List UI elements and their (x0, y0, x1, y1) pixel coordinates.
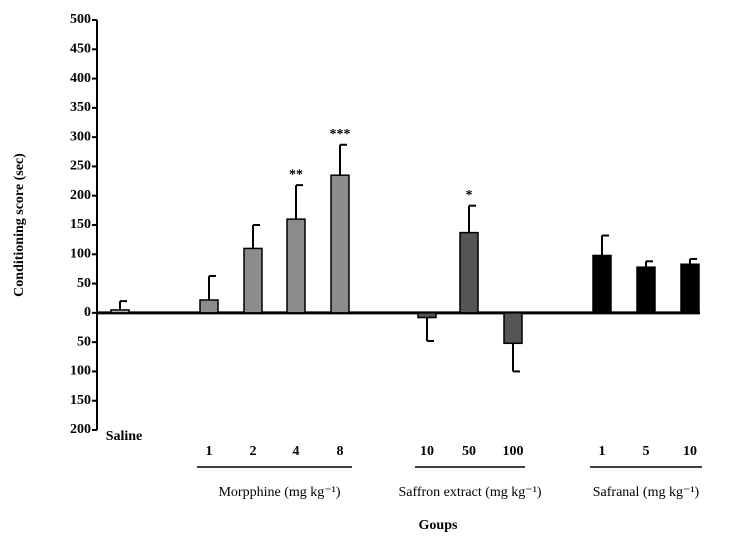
y-tick-label: 100 (70, 247, 91, 262)
y-tick-label: 250 (70, 159, 91, 174)
x-tick-label: 100 (503, 444, 524, 459)
x-tick-label: 5 (643, 444, 650, 459)
y-tick-label: 200 (70, 422, 91, 437)
x-tick-label: Saline (106, 429, 143, 444)
bar (243, 247, 263, 314)
significance-label: *** (330, 127, 351, 142)
x-tick-label: 50 (462, 444, 476, 459)
bar (592, 254, 612, 314)
x-tick-label: 10 (683, 444, 697, 459)
x-tick-label: 8 (337, 444, 344, 459)
y-tick-label: 300 (70, 129, 91, 144)
bar (503, 312, 523, 345)
y-axis-label: Conditioning score (sec) (12, 153, 27, 297)
x-tick-label: 1 (599, 444, 606, 459)
x-tick-label: 2 (250, 444, 257, 459)
bar (110, 309, 130, 314)
y-tick-label: 50 (77, 276, 91, 291)
bar (417, 312, 437, 319)
significance-label: * (466, 188, 473, 203)
x-tick-label: 1 (206, 444, 213, 459)
y-tick-label: 400 (70, 71, 91, 86)
group-label: Morpphine (mg kg⁻¹) (218, 485, 340, 500)
bar (459, 231, 479, 314)
y-tick-label: 500 (70, 12, 91, 27)
y-tick-label: 0 (84, 305, 91, 320)
x-tick-label: 10 (420, 444, 434, 459)
bar (286, 218, 306, 314)
x-tick-label: 4 (293, 444, 300, 459)
bar (199, 299, 219, 314)
y-tick-label: 150 (70, 393, 91, 408)
bar (330, 174, 350, 314)
y-tick-label: 200 (70, 188, 91, 203)
group-label: Saffron extract (mg kg⁻¹) (398, 485, 541, 500)
y-tick-label: 450 (70, 42, 91, 57)
y-tick-label: 100 (70, 364, 91, 379)
bar (636, 266, 656, 314)
x-axis-label: Goups (419, 518, 458, 533)
y-tick-label: 350 (70, 100, 91, 115)
bar (680, 263, 700, 314)
significance-label: ** (289, 167, 303, 182)
y-tick-label: 50 (77, 334, 91, 349)
y-tick-label: 150 (70, 217, 91, 232)
group-label: Safranal (mg kg⁻¹) (593, 485, 700, 500)
